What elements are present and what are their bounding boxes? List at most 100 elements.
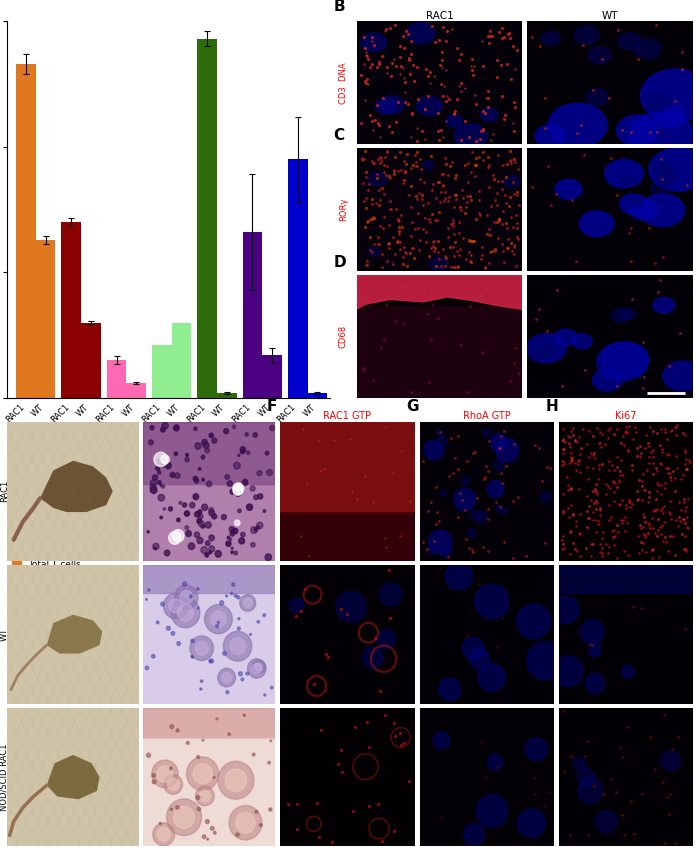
Point bbox=[366, 154, 377, 168]
Point bbox=[400, 163, 411, 177]
Point bbox=[313, 433, 324, 447]
Point bbox=[495, 441, 506, 455]
Circle shape bbox=[595, 811, 617, 833]
Point bbox=[634, 518, 645, 532]
Point bbox=[640, 428, 652, 441]
Circle shape bbox=[206, 838, 209, 840]
Point bbox=[594, 508, 606, 522]
Point bbox=[662, 462, 673, 475]
Point bbox=[497, 204, 508, 218]
Point bbox=[430, 259, 441, 273]
Circle shape bbox=[428, 530, 452, 554]
Point bbox=[350, 721, 361, 734]
Circle shape bbox=[588, 47, 611, 63]
Circle shape bbox=[223, 631, 252, 661]
Point bbox=[557, 422, 568, 435]
Point bbox=[496, 217, 507, 231]
Point bbox=[454, 243, 466, 256]
Point bbox=[360, 258, 371, 272]
Circle shape bbox=[225, 595, 228, 597]
Point bbox=[438, 21, 449, 34]
Point bbox=[356, 153, 368, 167]
Circle shape bbox=[154, 452, 168, 467]
Circle shape bbox=[201, 524, 204, 528]
Circle shape bbox=[230, 638, 246, 654]
Circle shape bbox=[240, 594, 256, 611]
Circle shape bbox=[245, 433, 248, 436]
Point bbox=[412, 145, 423, 159]
Point bbox=[635, 446, 646, 460]
Circle shape bbox=[254, 528, 257, 530]
Circle shape bbox=[211, 611, 226, 627]
Point bbox=[578, 148, 589, 162]
Point bbox=[430, 213, 441, 227]
Point bbox=[341, 607, 352, 621]
Point bbox=[664, 787, 676, 801]
Point bbox=[659, 425, 671, 439]
Point bbox=[528, 771, 539, 785]
Point bbox=[368, 373, 379, 386]
Point bbox=[636, 544, 648, 557]
Point bbox=[671, 421, 682, 434]
Point bbox=[678, 492, 690, 506]
Point bbox=[466, 52, 477, 66]
Circle shape bbox=[573, 758, 586, 770]
Point bbox=[671, 513, 682, 527]
Point bbox=[421, 225, 432, 239]
Point bbox=[461, 200, 472, 214]
Point bbox=[651, 502, 662, 516]
Circle shape bbox=[180, 591, 193, 604]
Point bbox=[684, 453, 695, 467]
Point bbox=[473, 150, 484, 164]
Point bbox=[328, 433, 339, 447]
Point bbox=[618, 828, 629, 841]
Circle shape bbox=[195, 532, 200, 538]
Point bbox=[594, 504, 605, 517]
Point bbox=[587, 513, 598, 527]
Point bbox=[453, 227, 464, 240]
Point bbox=[393, 164, 404, 178]
Point bbox=[470, 212, 482, 226]
Point bbox=[402, 259, 413, 273]
Point bbox=[375, 150, 386, 163]
Point bbox=[475, 124, 486, 138]
Point bbox=[639, 441, 650, 455]
Point bbox=[590, 484, 601, 498]
Point bbox=[395, 163, 407, 177]
Circle shape bbox=[231, 528, 236, 534]
Point bbox=[367, 156, 378, 170]
Point bbox=[639, 528, 650, 541]
Point bbox=[314, 464, 326, 478]
Point bbox=[292, 797, 303, 811]
Point bbox=[611, 379, 622, 392]
Bar bbox=[81, 322, 101, 398]
Point bbox=[506, 244, 517, 257]
Point bbox=[395, 242, 406, 256]
Point bbox=[453, 259, 464, 273]
Polygon shape bbox=[144, 484, 275, 561]
Point bbox=[662, 432, 673, 445]
Point bbox=[564, 430, 575, 444]
Point bbox=[573, 526, 584, 540]
Point bbox=[481, 91, 492, 104]
Circle shape bbox=[230, 489, 235, 494]
Point bbox=[426, 183, 438, 197]
Point bbox=[596, 531, 608, 545]
Circle shape bbox=[209, 659, 214, 663]
Circle shape bbox=[430, 257, 447, 270]
Point bbox=[657, 445, 668, 458]
Circle shape bbox=[543, 349, 554, 357]
Point bbox=[372, 168, 383, 181]
Point bbox=[428, 234, 440, 248]
Circle shape bbox=[596, 343, 648, 381]
Circle shape bbox=[657, 170, 676, 184]
Circle shape bbox=[234, 483, 242, 491]
Circle shape bbox=[439, 678, 461, 700]
Point bbox=[421, 542, 433, 556]
Point bbox=[679, 445, 690, 459]
Circle shape bbox=[197, 756, 199, 758]
Point bbox=[588, 446, 599, 460]
Point bbox=[657, 172, 668, 186]
Point bbox=[638, 521, 649, 534]
Point bbox=[620, 425, 631, 439]
